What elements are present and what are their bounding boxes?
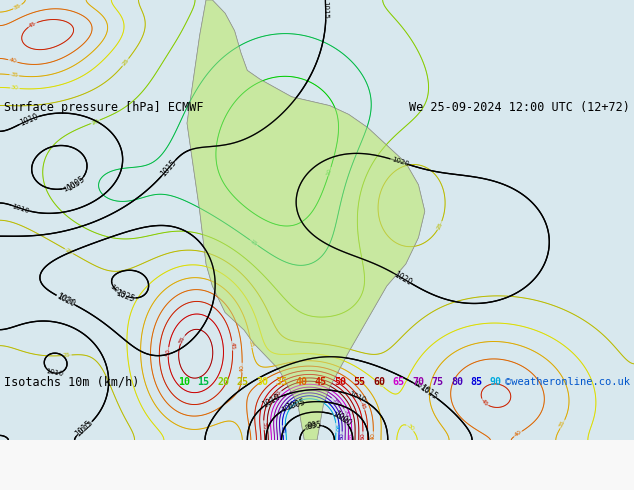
Text: 1000: 1000: [331, 411, 349, 425]
Text: 45: 45: [480, 398, 489, 407]
Text: 1020: 1020: [56, 293, 74, 307]
Text: 35: 35: [13, 3, 22, 11]
Text: 1015: 1015: [412, 380, 430, 395]
Text: 995: 995: [304, 421, 319, 431]
Text: 35: 35: [248, 339, 254, 347]
Text: 10: 10: [326, 167, 333, 176]
Text: Isotachs 10m (km/h): Isotachs 10m (km/h): [4, 376, 139, 389]
Text: 1010: 1010: [11, 203, 30, 214]
Text: 40: 40: [240, 364, 245, 372]
Text: 25: 25: [436, 221, 444, 230]
Text: 1005: 1005: [62, 180, 81, 193]
Text: 1010: 1010: [44, 368, 63, 377]
Text: 1015: 1015: [418, 383, 439, 401]
Text: 1010: 1010: [261, 392, 282, 410]
Text: 1005: 1005: [285, 397, 306, 412]
Text: ©weatheronline.co.uk: ©weatheronline.co.uk: [505, 377, 630, 387]
Text: 1020: 1020: [391, 156, 410, 167]
Text: 35: 35: [10, 73, 18, 78]
Text: 55: 55: [354, 377, 365, 387]
Text: 45: 45: [359, 401, 367, 410]
Text: 20: 20: [217, 377, 229, 387]
Text: 85: 85: [470, 377, 482, 387]
Text: 1020: 1020: [55, 292, 77, 309]
Text: 1010: 1010: [347, 391, 366, 403]
Text: 90: 90: [490, 377, 502, 387]
Text: 45: 45: [28, 21, 37, 28]
Text: 1015: 1015: [74, 419, 94, 439]
Text: 50: 50: [360, 433, 365, 440]
Text: 60: 60: [373, 377, 385, 387]
Text: 35: 35: [276, 377, 287, 387]
Text: 85: 85: [280, 426, 285, 434]
Text: 1000: 1000: [332, 410, 353, 429]
Text: 90: 90: [333, 424, 339, 432]
Text: 55: 55: [178, 335, 186, 344]
Text: Surface pressure [hPa] ECMWF: Surface pressure [hPa] ECMWF: [4, 101, 204, 114]
Polygon shape: [187, 0, 425, 440]
Text: 55: 55: [261, 421, 266, 429]
Text: 50: 50: [334, 377, 346, 387]
Text: 40: 40: [8, 57, 17, 64]
Text: We 25-09-2024 12:00 UTC (12+72): We 25-09-2024 12:00 UTC (12+72): [409, 101, 630, 114]
Text: 45: 45: [230, 342, 235, 350]
Text: 80: 80: [451, 377, 463, 387]
Text: 30: 30: [375, 380, 384, 389]
FancyBboxPatch shape: [0, 0, 634, 440]
Text: 995: 995: [307, 420, 323, 431]
Polygon shape: [187, 0, 425, 440]
Text: 1015: 1015: [323, 1, 329, 19]
Text: 25: 25: [65, 247, 74, 255]
Text: 40: 40: [295, 377, 307, 387]
Text: 50: 50: [165, 348, 171, 356]
Text: 15: 15: [249, 239, 259, 247]
Text: 35: 35: [559, 419, 567, 429]
Text: 1010: 1010: [18, 112, 39, 128]
Text: 75: 75: [432, 377, 444, 387]
Text: 15: 15: [198, 377, 209, 387]
Text: 1025: 1025: [115, 288, 136, 304]
Text: 1005: 1005: [65, 175, 86, 193]
Text: 1025: 1025: [109, 283, 126, 299]
Text: 20: 20: [91, 118, 100, 125]
Text: 30: 30: [406, 423, 415, 432]
Text: 75: 75: [331, 397, 340, 406]
Text: 70: 70: [412, 377, 424, 387]
Text: 1020: 1020: [392, 270, 413, 287]
Text: 30: 30: [256, 377, 268, 387]
Text: 80: 80: [339, 432, 345, 441]
Text: 25: 25: [236, 377, 249, 387]
Text: 1005: 1005: [280, 401, 299, 413]
Text: 40: 40: [371, 432, 376, 441]
Text: 25: 25: [121, 58, 130, 67]
Text: 45: 45: [314, 377, 327, 387]
Text: 70: 70: [342, 409, 349, 417]
Text: 40: 40: [514, 430, 522, 438]
Text: 1015: 1015: [77, 419, 94, 436]
Text: 30: 30: [11, 85, 19, 91]
Text: 25: 25: [63, 352, 71, 358]
Text: 65: 65: [392, 377, 404, 387]
Text: 1015: 1015: [159, 158, 178, 178]
Text: 10: 10: [178, 377, 190, 387]
Text: 60: 60: [274, 390, 283, 399]
Text: 65: 65: [349, 433, 354, 440]
